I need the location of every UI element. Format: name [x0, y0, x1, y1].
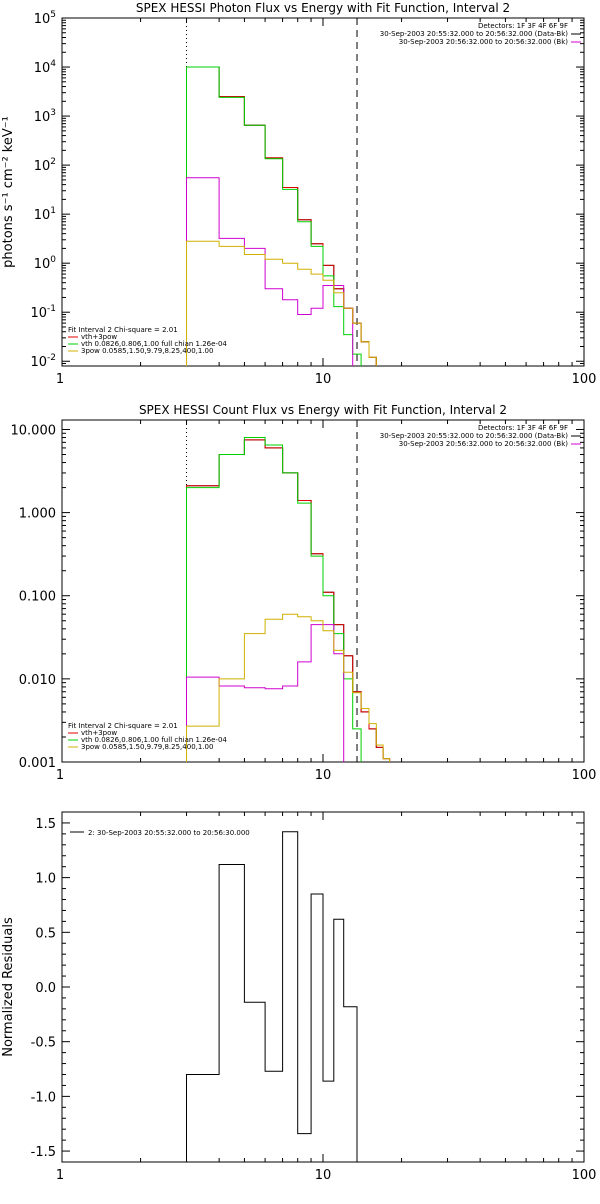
fit-legend-text: vth+3pow: [81, 333, 117, 341]
y-tick-label: 1.5: [35, 817, 56, 832]
y-tick-label: 100: [34, 255, 57, 272]
series-vth-3pow: [186, 177, 354, 366]
x-tick-label: 100: [572, 1168, 597, 1183]
x-tick-label: 1: [56, 1168, 64, 1183]
series-bk: [186, 439, 391, 762]
series-group: [186, 831, 358, 1162]
fit-legend-text: 3pow 0.0585,1.50,9.79,8.25,400,1.00: [81, 347, 213, 355]
y-axis-label: photons s⁻¹ cm⁻² keV⁻¹: [1, 116, 16, 268]
y-tick-label: 0.5: [35, 926, 56, 941]
y-tick-label: 0.100: [19, 590, 56, 605]
fit-summary: Fit Interval 2 Chi-square = 2.01: [68, 326, 178, 334]
photon-flux-plot: SPEX HESSI Photon Flux vs Energy with Fi…: [1, 1, 596, 387]
series-data-bk: [186, 439, 391, 762]
fit-legend-text: 3pow 0.0585,1.50,9.79,8.25,400,1.00: [81, 743, 213, 751]
series-data-bk: [186, 66, 377, 366]
fit-legend-text: vth 0.0826,0.806,1.00 full chian 1.26e-0…: [81, 340, 227, 348]
y-tick-label: 1.0: [35, 872, 56, 887]
residuals-plot: 1 10 100 -1.5 -1.0 -0.5 0.0 0.5 1.0 1.5 Normalized…: [1, 811, 597, 1183]
x-tick-label: 1: [56, 768, 64, 783]
y-tick-label: -1.0: [31, 1090, 56, 1105]
info-line: 30-Sep-2003 20:56:32.000 to 20:56:32.000…: [399, 38, 569, 46]
info-line: 30-Sep-2003 20:55:32.000 to 20:56:32.000…: [380, 432, 569, 440]
series-bk: [186, 66, 377, 366]
x-tick-label: 100: [572, 768, 597, 783]
residual-legend-text: 2: 30-Sep-2003 20:55:32.000 to 20:56:30.…: [88, 829, 250, 837]
x-tick-label: 100: [572, 372, 597, 387]
y-tick-label: -0.5: [31, 1036, 56, 1051]
y-tick-label: 0.0: [35, 981, 56, 996]
x-tick-label: 10: [315, 1168, 332, 1183]
count-flux-plot: SPEX HESSI Count Flux vs Energy with Fit…: [11, 403, 597, 783]
series-residuals: [186, 831, 358, 1162]
fit-summary: Fit Interval 2 Chi-square = 2.01: [68, 722, 178, 730]
series-3pow: [186, 613, 391, 762]
y-tick-label: 10-2: [30, 353, 56, 370]
plot-frame: [61, 17, 585, 367]
chart-title: SPEX HESSI Photon Flux vs Energy with Fi…: [136, 1, 510, 15]
y-tick-label: 102: [34, 157, 56, 174]
info-line: Detectors: 1F 3F 4F 6F 9F: [478, 424, 568, 432]
y-tick-label: 0.010: [19, 673, 56, 688]
y-tick-label: 103: [34, 108, 56, 125]
y-tick-label: 10.000: [11, 423, 57, 438]
x-tick-label: 10: [315, 372, 332, 387]
x-tick-label: 10: [315, 768, 332, 783]
series-vth: [186, 437, 362, 762]
y-tick-label: 10-1: [30, 304, 56, 321]
chart-title: SPEX HESSI Count Flux vs Energy with Fit…: [139, 403, 507, 417]
fit-legend-text: vth 0.0826,0.806,1.00 full chian 1.26e-0…: [81, 736, 227, 744]
info-line: Detectors: 1F 3F 4F 6F 9F: [478, 22, 568, 30]
series-vth: [186, 66, 362, 366]
series-3pow: [186, 240, 377, 366]
info-line: 30-Sep-2003 20:55:32.000 to 20:56:32.000…: [380, 30, 569, 38]
series-group: [186, 437, 391, 762]
x-tick-label: 1: [56, 372, 64, 387]
y-tick-label: 101: [34, 206, 56, 223]
y-tick-label: 104: [34, 59, 57, 76]
series-group: [186, 66, 377, 366]
y-tick-label: 1.000: [19, 507, 56, 522]
y-tick-label: 105: [34, 10, 56, 27]
y-tick-label: 0.001: [19, 756, 56, 771]
fit-legend-text: vth+3pow: [81, 729, 117, 737]
info-line: 30-Sep-2003 20:56:32.000 to 20:56:32.000…: [399, 440, 569, 448]
y-tick-label: -1.5: [31, 1145, 56, 1160]
y-axis-label: Normalized Residuals: [1, 917, 16, 1057]
